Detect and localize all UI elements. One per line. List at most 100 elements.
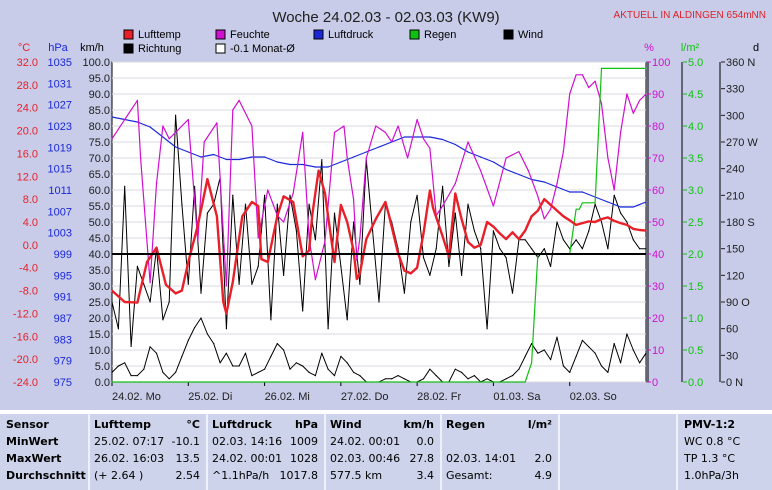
data-point-Wind <box>314 375 316 377</box>
tick-label-wind_speed: 30.0 <box>89 281 110 293</box>
stats-rain-unit: l/m² <box>527 418 552 431</box>
tick-label-rain: 4.0 <box>688 121 703 133</box>
data-point-Lufttemp <box>206 178 208 180</box>
data-point-Wind <box>232 365 234 367</box>
data-point-Wind <box>353 371 355 373</box>
data-point-Lufttemp <box>175 292 177 294</box>
tick-label-direction: 330 <box>726 84 744 96</box>
tick-label-wind_speed: 80.0 <box>89 121 110 133</box>
data-point-Lufttemp <box>543 198 545 200</box>
data-point-Feuchte <box>197 240 199 242</box>
data-point-Richtung <box>543 248 545 250</box>
tick-label-humidity: 30 <box>652 281 664 293</box>
data-point-Richtung <box>149 301 151 303</box>
data-point-Feuchte <box>581 74 584 76</box>
data-point-Lufttemp <box>626 224 628 226</box>
x-tick-label: 26.02. Mi <box>265 391 310 403</box>
data-point-Lufttemp <box>260 258 262 260</box>
data-point-Feuchte <box>556 183 558 185</box>
tick-label-pressure: 1023 <box>48 121 72 133</box>
data-point-Wind <box>486 378 488 380</box>
data-point-Richtung <box>422 257 425 259</box>
data-point-Luftdruck <box>492 161 494 163</box>
data-point-Luftdruck <box>251 156 253 158</box>
data-point-Lufttemp <box>136 302 138 304</box>
data-point-Wind <box>505 378 507 380</box>
data-point-Wind <box>461 371 463 373</box>
data-point-Lufttemp <box>594 221 596 223</box>
data-point-Lufttemp <box>550 204 552 206</box>
stats-col-temp: Lufttemp °C 25.02. 07:17 -10.1 26.02. 16:0… <box>94 414 204 490</box>
data-point-Wind <box>429 368 431 370</box>
data-point-Feuchte <box>391 141 393 143</box>
data-point-Feuchte <box>353 199 355 201</box>
data-point-Richtung <box>626 221 628 223</box>
data-point-Feuchte <box>645 93 647 95</box>
tick-label-pressure: 979 <box>54 356 72 368</box>
data-point-Wind <box>264 368 266 370</box>
data-point-Lufttemp <box>556 210 558 212</box>
tick-label-wind_speed: 85.0 <box>89 105 110 117</box>
tick-label-temp: -12.0 <box>13 308 38 320</box>
data-point-Wind <box>162 371 164 373</box>
data-point-Feuchte <box>162 125 164 127</box>
tick-label-humidity: 40 <box>652 249 664 261</box>
data-point-Richtung <box>175 114 177 116</box>
stats-divider <box>676 414 678 490</box>
data-point-Feuchte <box>267 189 269 191</box>
data-point-Feuchte <box>537 195 539 197</box>
data-point-Feuchte <box>505 157 507 159</box>
stats-pressure-avg-time: ^1.1hPa/h <box>212 469 270 482</box>
legend-swatch <box>313 29 324 40</box>
tick-label-wind_speed: 70.0 <box>89 153 110 165</box>
axis-unit-humidity: % <box>644 42 654 54</box>
data-point-Richtung <box>276 203 278 205</box>
data-point-Wind <box>225 352 227 354</box>
data-point-Luftdruck <box>162 136 164 138</box>
data-point-Wind <box>575 355 577 357</box>
stats-wind-unit: km/h <box>403 418 434 431</box>
stats-wind-max-value: 27.8 <box>409 452 435 465</box>
data-point-Lufttemp <box>620 222 622 224</box>
stats-col-wind: Wind km/h 24.02. 00:01 0.0 02.03. 00:46 27.… <box>330 414 438 490</box>
tick-label-humidity: 60 <box>652 185 664 197</box>
data-point-Lufttemp <box>365 238 367 240</box>
stats-wind-min-time: 24.02. 00:01 <box>330 435 401 448</box>
data-point-Richtung <box>232 194 234 196</box>
data-point-Lufttemp <box>276 215 278 217</box>
data-point-Luftdruck <box>238 158 240 161</box>
data-point-Feuchte <box>149 282 151 284</box>
data-point-Richtung <box>200 292 202 294</box>
data-point-Luftdruck <box>429 136 431 138</box>
data-point-Feuchte <box>527 170 530 172</box>
data-point-Feuchte <box>575 74 577 76</box>
tick-label-rain: 3.0 <box>688 185 703 197</box>
data-point-Lufttemp <box>346 221 348 223</box>
data-point-Feuchte <box>257 237 259 239</box>
data-point-Lufttemp <box>492 226 494 228</box>
data-point-Wind <box>645 352 647 354</box>
tick-label-rain: 2.5 <box>688 217 703 229</box>
data-point-Feuchte <box>518 151 520 153</box>
data-point-Luftdruck <box>149 126 151 128</box>
stats-rain-max-value: 2.0 <box>534 452 553 465</box>
data-point-Wind <box>620 362 622 364</box>
tick-label-humidity: 90 <box>652 89 664 101</box>
data-point-Richtung <box>308 203 310 205</box>
data-point-Wind <box>626 333 628 335</box>
data-point-Wind <box>302 365 304 367</box>
data-point-Feuchte <box>429 147 431 149</box>
data-point-Lufttemp <box>645 230 647 232</box>
tick-label-wind_speed: 25.0 <box>89 297 110 309</box>
tick-label-rain: 2.0 <box>688 249 703 261</box>
data-point-Feuchte <box>588 87 590 89</box>
data-point-Feuchte <box>600 103 603 105</box>
stats-sensor-title: Sensor <box>6 418 49 431</box>
data-point-Wind <box>276 343 278 345</box>
data-point-Feuchte <box>569 93 571 95</box>
tick-label-temp: 24.0 <box>17 103 38 115</box>
tick-label-pressure: 987 <box>54 313 72 325</box>
data-point-Luftdruck <box>632 206 634 208</box>
data-point-Wind <box>130 375 132 377</box>
data-point-Richtung <box>238 283 240 285</box>
